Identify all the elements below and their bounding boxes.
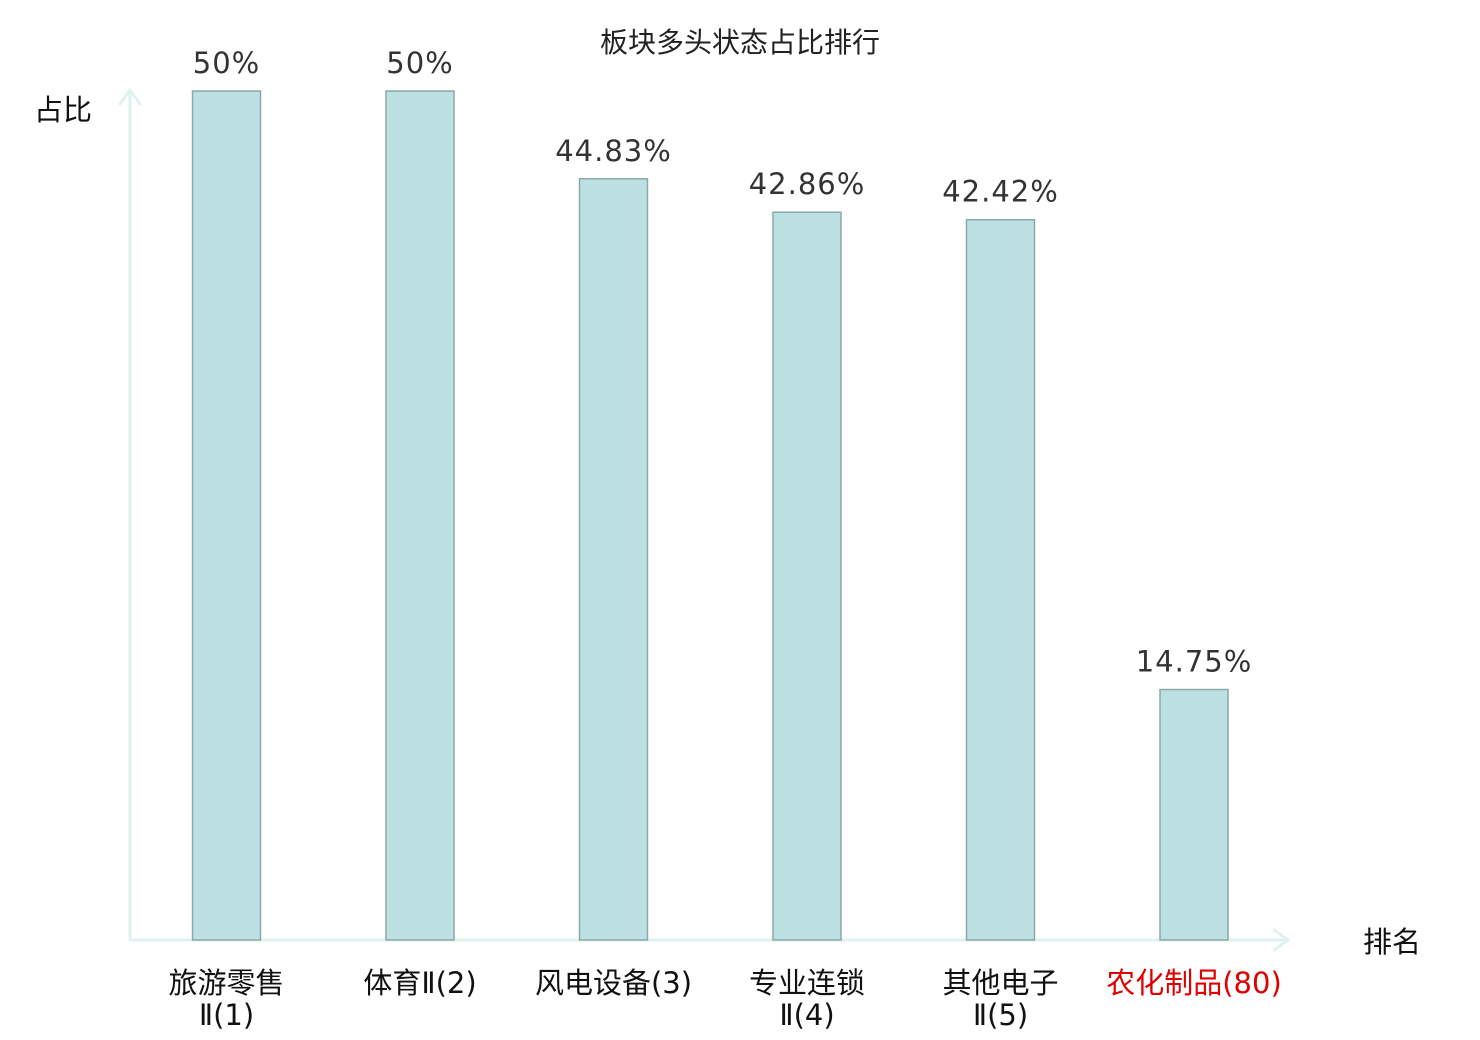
bar <box>965 218 1036 941</box>
bar <box>578 178 649 941</box>
y-axis-label: 占比 <box>34 93 92 127</box>
value-label: 42.42% <box>942 175 1059 209</box>
x-axis-label: 排名 <box>1363 925 1421 959</box>
bar <box>772 211 842 941</box>
bar <box>191 90 262 941</box>
axes <box>118 88 1290 952</box>
value-labels: 50% 50% 44.83% 42.86% 42.42% 14.75% <box>193 46 1253 679</box>
category-label: 旅游零售 <box>168 966 284 1000</box>
category-label: 专业连锁 <box>749 966 865 1000</box>
value-label: 14.75% <box>1136 645 1253 679</box>
category-label: 风电设备(3) <box>535 966 692 1000</box>
category-label: Ⅱ(4) <box>779 998 834 1032</box>
bar <box>1159 688 1229 941</box>
value-label: 50% <box>193 46 260 80</box>
category-label: Ⅱ(1) <box>199 998 254 1032</box>
y-axis-arrow <box>118 88 142 106</box>
value-label: 50% <box>386 46 453 80</box>
value-label: 44.83% <box>555 134 672 168</box>
value-label: 42.86% <box>749 167 866 201</box>
x-axis-arrow <box>1272 928 1290 952</box>
chart-title: 板块多头状态占比排行 <box>600 26 880 59</box>
bar <box>385 90 455 941</box>
category-label: 体育Ⅱ(2) <box>363 966 476 1000</box>
category-label: 农化制品(80) <box>1106 966 1282 1000</box>
category-label: 其他电子 <box>942 966 1058 1000</box>
bars <box>191 90 1229 941</box>
category-label: Ⅱ(5) <box>973 998 1028 1032</box>
